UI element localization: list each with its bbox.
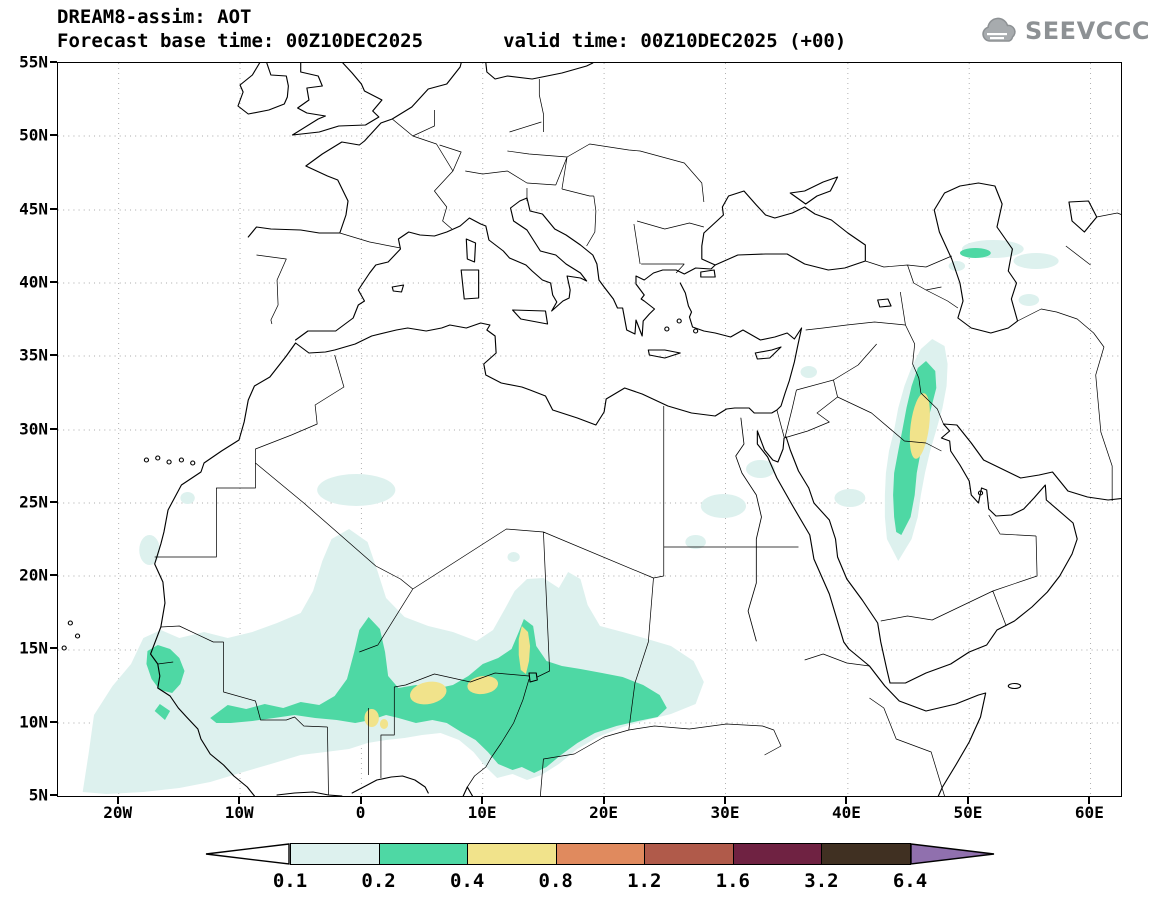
colorbar-segment-3 (467, 843, 557, 865)
small-islands (61, 318, 1022, 690)
x-axis-tick-10W: 10W (224, 803, 254, 822)
y-tick-mark (50, 427, 57, 430)
x-axis-tick-0: 0 (355, 803, 366, 822)
x-tick-mark (966, 797, 969, 804)
page-title: DREAM8-assim: AOT (57, 6, 252, 28)
inland-seas-lakes (528, 176, 1098, 683)
x-axis-tick-20E: 20E (589, 803, 618, 822)
colorbar-label-1.6: 1.6 (715, 870, 751, 892)
x-tick-mark (724, 797, 726, 804)
y-axis-tick-30N: 30N (19, 419, 48, 438)
colorbar-segment-6 (732, 843, 823, 865)
y-axis-tick-35N: 35N (19, 345, 48, 365)
x-axis-tick-10E: 10E (467, 803, 497, 822)
x-axis-tick-30E: 30E (710, 803, 740, 822)
colorbar-segment-7 (821, 843, 911, 865)
y-tick-mark (50, 647, 57, 650)
x-axis-tick-40E: 40E (832, 803, 861, 822)
forecast-map (58, 63, 1121, 796)
colorbar-label-0.4: 0.4 (449, 870, 485, 892)
x-axis-tick-20W: 20W (103, 803, 133, 822)
coast-europe (237, 63, 716, 341)
y-axis-tick-10N: 10N (19, 712, 48, 732)
forecast-time-line: Forecast base time: 00Z10DEC2025 valid t… (57, 30, 847, 52)
seevccc-logo: SEEVCCC (978, 16, 1150, 46)
y-axis-tick-55N: 55N (19, 52, 48, 72)
colorbar: 0.1 0.2 0.4 0.8 1.2 1.6 3.2 6.4 (205, 843, 995, 892)
y-tick-mark (50, 500, 57, 503)
colorbar-label-0.1: 0.1 (272, 870, 308, 892)
coastlines (61, 63, 1121, 796)
colorbar-label-0.8: 0.8 (538, 870, 573, 892)
x-axis-tick-50E: 50E (953, 803, 983, 822)
x-tick-mark (359, 797, 362, 804)
y-tick-mark (50, 280, 57, 283)
y-axis-tick-50N: 50N (19, 125, 48, 145)
colorbar-segment-5 (644, 843, 734, 865)
logo-text: SEEVCCC (1025, 17, 1150, 45)
x-tick-mark (845, 797, 848, 804)
y-tick-mark (50, 207, 57, 210)
y-axis-tick-40N: 40N (19, 272, 48, 292)
colorbar-right-arrow (910, 843, 995, 865)
x-tick-mark (238, 797, 241, 804)
nile-river (735, 417, 762, 642)
islands (391, 238, 782, 360)
colorbar-label-1.2: 1.2 (627, 870, 662, 892)
x-tick-mark (481, 797, 484, 804)
y-axis-tick-15N: 15N (19, 638, 48, 658)
y-axis-tick-20N: 20N (19, 565, 48, 585)
country-borders (154, 79, 1121, 796)
y-tick-mark (50, 794, 57, 796)
y-tick-mark (50, 134, 57, 137)
colorbar-segment-2 (378, 843, 469, 865)
x-tick-mark (602, 797, 605, 804)
y-tick-mark (50, 61, 57, 63)
colorbar-label-6.4: 6.4 (892, 870, 928, 892)
y-tick-mark (50, 354, 57, 357)
colorbar-label-0.2: 0.2 (361, 870, 396, 892)
x-axis-tick-60E: 60E (1074, 803, 1104, 822)
colorbar-segment-1 (290, 843, 380, 865)
y-tick-mark (50, 574, 57, 577)
y-axis-tick-45N: 45N (19, 199, 48, 219)
y-axis-tick-25N: 25N (19, 492, 48, 512)
x-tick-mark (1088, 797, 1091, 804)
cloud-icon (982, 17, 1016, 42)
colorbar-left-arrow (205, 843, 290, 865)
map-plot-area (57, 62, 1122, 797)
y-axis-tick-5N: 5N (28, 785, 48, 805)
colorbar-label-3.2: 3.2 (804, 870, 839, 892)
y-tick-mark (50, 720, 57, 723)
colorbar-segment-4 (555, 843, 646, 865)
x-tick-mark (116, 797, 119, 804)
